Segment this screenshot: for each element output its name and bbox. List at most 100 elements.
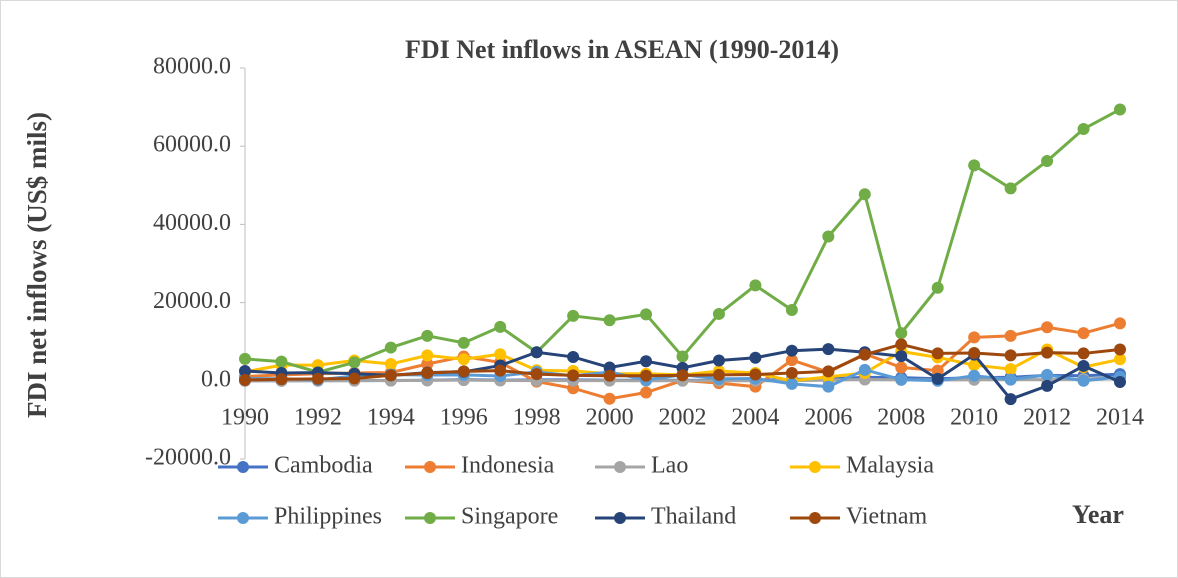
data-point	[968, 347, 981, 360]
data-point	[931, 347, 944, 360]
x-tick-label: 1994	[367, 404, 415, 430]
data-point	[712, 368, 725, 381]
data-point	[1004, 349, 1017, 362]
x-axis-label: Year	[1072, 500, 1124, 529]
data-point	[239, 365, 251, 378]
x-tick-label: 2008	[877, 404, 925, 430]
x-tick-label: 2006	[804, 404, 852, 430]
data-point	[567, 369, 580, 382]
y-tick-label: -20000.0	[145, 445, 231, 471]
data-point	[1114, 375, 1126, 388]
data-point	[640, 386, 653, 399]
data-point	[421, 349, 434, 362]
data-point	[676, 350, 689, 363]
y-tick-label: 20000.0	[153, 288, 231, 314]
data-point	[457, 365, 470, 378]
data-point	[822, 380, 835, 393]
legend-label: Malaysia	[846, 453, 934, 479]
legend-label: Philippines	[274, 504, 382, 530]
data-point	[384, 357, 397, 370]
data-point	[239, 374, 251, 387]
y-tick-label: 0.0	[201, 366, 231, 392]
data-point	[421, 329, 434, 342]
data-point	[1077, 327, 1090, 340]
data-point	[348, 372, 361, 385]
data-point	[275, 355, 288, 368]
data-point	[1041, 379, 1054, 392]
data-point	[749, 351, 762, 364]
data-point	[895, 327, 908, 340]
data-point	[895, 338, 908, 351]
legend-marker	[237, 512, 249, 524]
data-point	[348, 356, 361, 369]
legend-label: Thailand	[651, 504, 736, 530]
data-point	[530, 346, 543, 359]
legend-marker	[614, 461, 626, 473]
data-point	[785, 377, 798, 390]
x-tick-label: 2010	[950, 404, 998, 430]
data-point	[1041, 155, 1054, 168]
data-point	[822, 230, 835, 243]
data-point	[1004, 393, 1017, 406]
data-point	[421, 357, 434, 370]
data-point	[1114, 353, 1126, 366]
data-point	[603, 361, 616, 374]
data-point	[494, 320, 507, 333]
data-point	[1004, 182, 1017, 195]
data-point	[1004, 329, 1017, 342]
data-point	[822, 343, 835, 356]
x-tick-label: 2004	[731, 404, 779, 430]
data-point	[1114, 317, 1126, 330]
data-point	[567, 350, 580, 363]
data-point	[676, 369, 689, 382]
x-tick-label: 2000	[586, 404, 634, 430]
data-point	[1004, 363, 1017, 376]
legend-marker	[809, 512, 821, 524]
data-point	[822, 365, 835, 378]
x-tick-label: 1992	[294, 404, 342, 430]
data-point	[640, 369, 653, 382]
data-point	[239, 352, 251, 365]
y-tick-label: 80000.0	[153, 54, 231, 80]
data-point	[311, 372, 324, 385]
data-point	[640, 308, 653, 321]
data-point	[530, 368, 543, 381]
legend-marker	[614, 512, 626, 524]
data-point	[1114, 103, 1126, 116]
data-point	[968, 159, 981, 172]
chart-title: FDI Net inflows in ASEAN (1990-2014)	[405, 35, 839, 64]
x-tick-label: 2014	[1096, 404, 1144, 430]
data-point	[457, 353, 470, 366]
x-tick-label: 1996	[440, 404, 488, 430]
legend-label: Vietnam	[846, 504, 928, 530]
x-tick-label: 2012	[1023, 404, 1071, 430]
data-point	[494, 348, 507, 361]
data-point	[1041, 368, 1054, 381]
data-point	[931, 372, 944, 385]
data-point	[931, 364, 944, 377]
data-point	[785, 304, 798, 317]
data-point	[785, 344, 798, 357]
data-point	[1041, 346, 1054, 359]
data-point	[895, 361, 908, 374]
legend-label: Singapore	[461, 504, 558, 530]
data-point	[1004, 373, 1017, 386]
data-point	[384, 369, 397, 382]
data-point	[603, 369, 616, 382]
legend-marker	[424, 461, 436, 473]
data-point	[1077, 374, 1090, 387]
legend-label: Cambodia	[274, 453, 373, 479]
data-point	[1077, 347, 1090, 360]
data-point	[858, 348, 871, 361]
data-point	[275, 373, 288, 386]
data-point	[785, 354, 798, 367]
data-point	[384, 341, 397, 354]
legend-label: Indonesia	[461, 453, 555, 479]
data-point	[1077, 359, 1090, 372]
legend-marker	[424, 512, 436, 524]
data-point	[968, 359, 981, 372]
data-point	[640, 355, 653, 368]
data-point	[603, 314, 616, 327]
